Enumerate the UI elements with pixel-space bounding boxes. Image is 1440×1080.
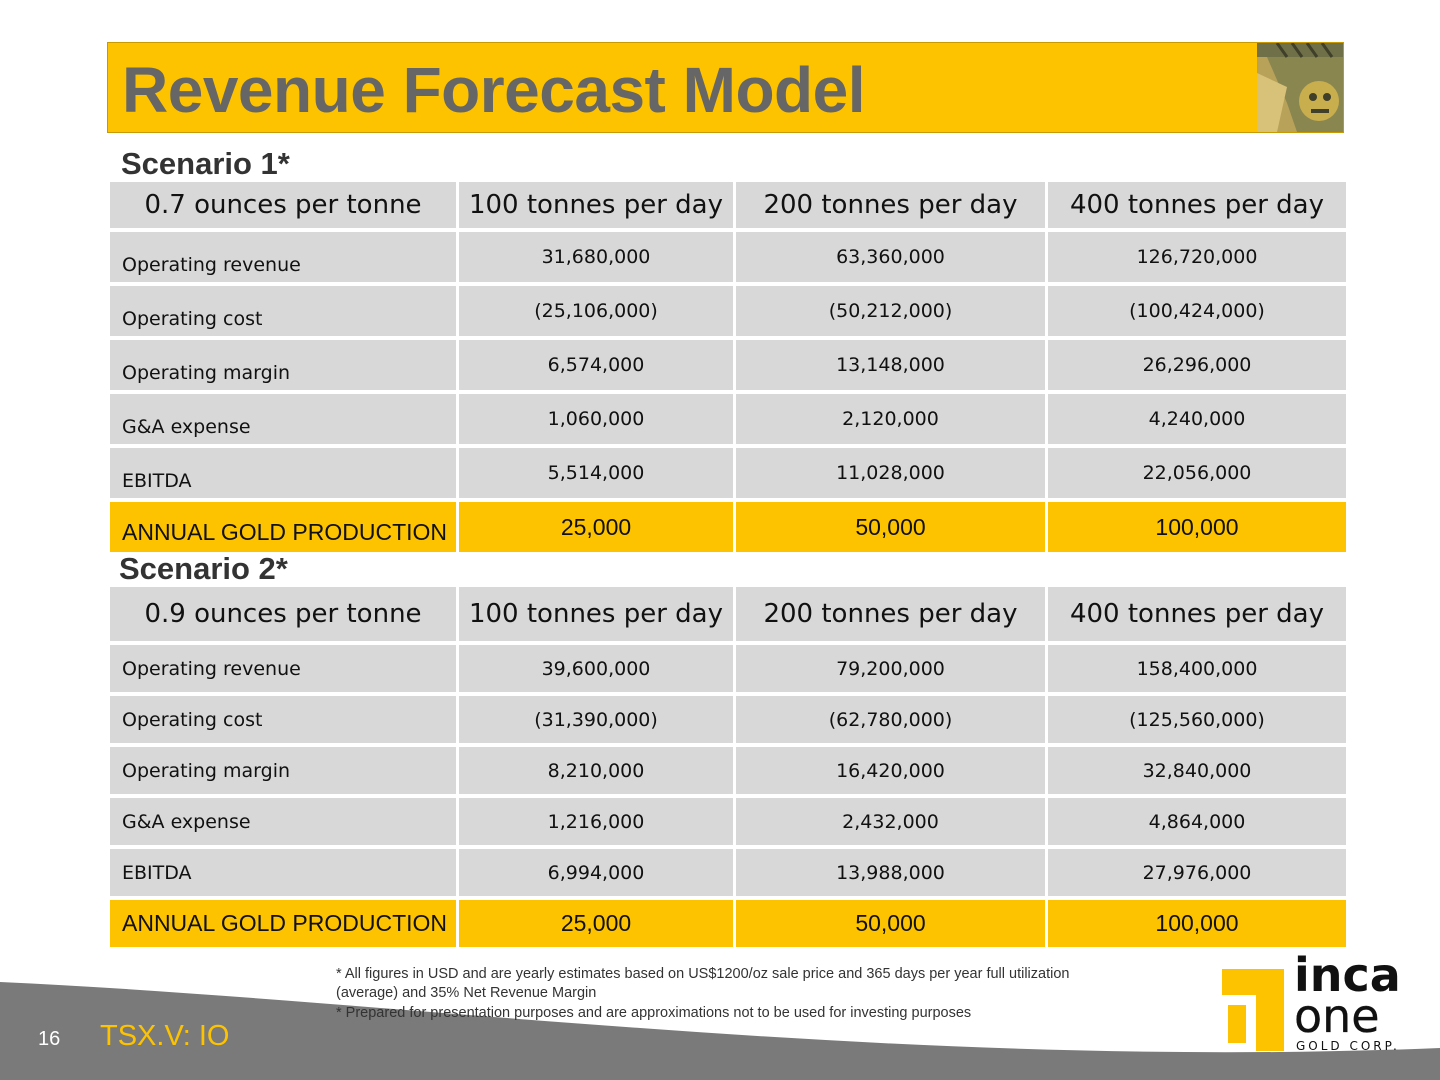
table-row: G&A expense 1,060,000 2,120,000 4,240,00…: [110, 394, 1346, 444]
production-row: ANNUAL GOLD PRODUCTION 25,000 50,000 100…: [110, 900, 1346, 947]
header-cell-200tpd: 200 tonnes per day: [736, 182, 1045, 228]
table-cell: 6,994,000: [459, 849, 733, 896]
table-cell: 1,060,000: [459, 394, 733, 444]
table-cell: 13,148,000: [736, 340, 1045, 390]
header-cell-grade: 0.7 ounces per tonne: [110, 182, 456, 228]
logo-text-one: one: [1294, 989, 1380, 1043]
scenario-2-table: 0.9 ounces per tonne 100 tonnes per day …: [107, 583, 1349, 951]
page-number: 16: [38, 1028, 61, 1050]
table-cell: (100,424,000): [1048, 286, 1346, 336]
header-cell-100tpd: 100 tonnes per day: [459, 587, 733, 641]
table-cell: 50,000: [736, 900, 1045, 947]
table-cell: (50,212,000): [736, 286, 1045, 336]
table-row: Operating margin 8,210,000 16,420,000 32…: [110, 747, 1346, 794]
logo-text-goldcorp: GOLD CORP.: [1296, 1039, 1400, 1053]
table-cell: 100,000: [1048, 900, 1346, 947]
row-label: Operating revenue: [110, 645, 456, 692]
table-cell: 31,680,000: [459, 232, 733, 282]
table-cell: 63,360,000: [736, 232, 1045, 282]
table-header-row: 0.9 ounces per tonne 100 tonnes per day …: [110, 587, 1346, 641]
table-cell: 39,600,000: [459, 645, 733, 692]
table-cell: 16,420,000: [736, 747, 1045, 794]
table-header-row: 0.7 ounces per tonne 100 tonnes per day …: [110, 182, 1346, 228]
logo-mark-icon: [1222, 969, 1284, 1051]
table-cell: 126,720,000: [1048, 232, 1346, 282]
table-row: EBITDA 5,514,000 11,028,000 22,056,000: [110, 448, 1346, 498]
row-label: Operating cost: [110, 696, 456, 743]
header-cell-400tpd: 400 tonnes per day: [1048, 587, 1346, 641]
table-cell: 1,216,000: [459, 798, 733, 845]
scenario-1-table: 0.7 ounces per tonne 100 tonnes per day …: [107, 178, 1349, 556]
header-cell-grade: 0.9 ounces per tonne: [110, 587, 456, 641]
table-cell: 22,056,000: [1048, 448, 1346, 498]
table-cell: 2,432,000: [736, 798, 1045, 845]
table-cell: 5,514,000: [459, 448, 733, 498]
scenario-2-title: Scenario 2*: [119, 551, 288, 586]
scenario-1-title: Scenario 1*: [121, 146, 290, 181]
logo-text-inca: inca: [1294, 948, 1401, 1002]
header-cell-100tpd: 100 tonnes per day: [459, 182, 733, 228]
footnote-line-3: * Prepared for presentation purposes and…: [336, 1005, 972, 1021]
table-cell: 32,840,000: [1048, 747, 1346, 794]
slide-title: Revenue Forecast Model: [122, 54, 866, 126]
table-cell: 100,000: [1048, 502, 1346, 552]
table-row: EBITDA 6,994,000 13,988,000 27,976,000: [110, 849, 1346, 896]
row-label: ANNUAL GOLD PRODUCTION: [110, 900, 456, 947]
table-cell: 50,000: [736, 502, 1045, 552]
table-cell: 25,000: [459, 502, 733, 552]
table-row: G&A expense 1,216,000 2,432,000 4,864,00…: [110, 798, 1346, 845]
company-logo: inca one GOLD CORP.: [1218, 951, 1418, 1060]
table-cell: (31,390,000): [459, 696, 733, 743]
table-cell: 26,296,000: [1048, 340, 1346, 390]
row-label: G&A expense: [110, 798, 456, 845]
row-label: Operating margin: [110, 340, 456, 390]
footer-band: [0, 982, 1440, 1080]
table-cell: (62,780,000): [736, 696, 1045, 743]
table-cell: 13,988,000: [736, 849, 1045, 896]
row-label: Operating cost: [110, 286, 456, 336]
row-label: Operating revenue: [110, 232, 456, 282]
row-label: G&A expense: [110, 394, 456, 444]
table-cell: 8,210,000: [459, 747, 733, 794]
table-row: Operating revenue 39,600,000 79,200,000 …: [110, 645, 1346, 692]
title-bar: Revenue Forecast Model: [107, 42, 1344, 133]
production-row: ANNUAL GOLD PRODUCTION 25,000 50,000 100…: [110, 502, 1346, 552]
row-label: EBITDA: [110, 448, 456, 498]
table-cell: 25,000: [459, 900, 733, 947]
table-row: Operating margin 6,574,000 13,148,000 26…: [110, 340, 1346, 390]
table-cell: 11,028,000: [736, 448, 1045, 498]
table-cell: 27,976,000: [1048, 849, 1346, 896]
ticker-symbol: TSX.V: IO: [100, 1020, 230, 1052]
table-cell: 158,400,000: [1048, 645, 1346, 692]
table-row: Operating revenue 31,680,000 63,360,000 …: [110, 232, 1346, 282]
table-cell: 4,240,000: [1048, 394, 1346, 444]
table-cell: 79,200,000: [736, 645, 1045, 692]
footnote-line-2: (average) and 35% Net Revenue Margin: [336, 985, 597, 1001]
row-label: EBITDA: [110, 849, 456, 896]
table-cell: 6,574,000: [459, 340, 733, 390]
footnote-line-1: * All figures in USD and are yearly esti…: [336, 966, 1070, 982]
row-label: Operating margin: [110, 747, 456, 794]
table-row: Operating cost (31,390,000) (62,780,000)…: [110, 696, 1346, 743]
table-row: Operating cost (25,106,000) (50,212,000)…: [110, 286, 1346, 336]
row-label: ANNUAL GOLD PRODUCTION: [110, 502, 456, 552]
table-cell: 2,120,000: [736, 394, 1045, 444]
table-cell: 4,864,000: [1048, 798, 1346, 845]
header-cell-200tpd: 200 tonnes per day: [736, 587, 1045, 641]
inca-emblem-icon: [1257, 43, 1343, 132]
table-cell: (25,106,000): [459, 286, 733, 336]
table-cell: (125,560,000): [1048, 696, 1346, 743]
header-cell-400tpd: 400 tonnes per day: [1048, 182, 1346, 228]
